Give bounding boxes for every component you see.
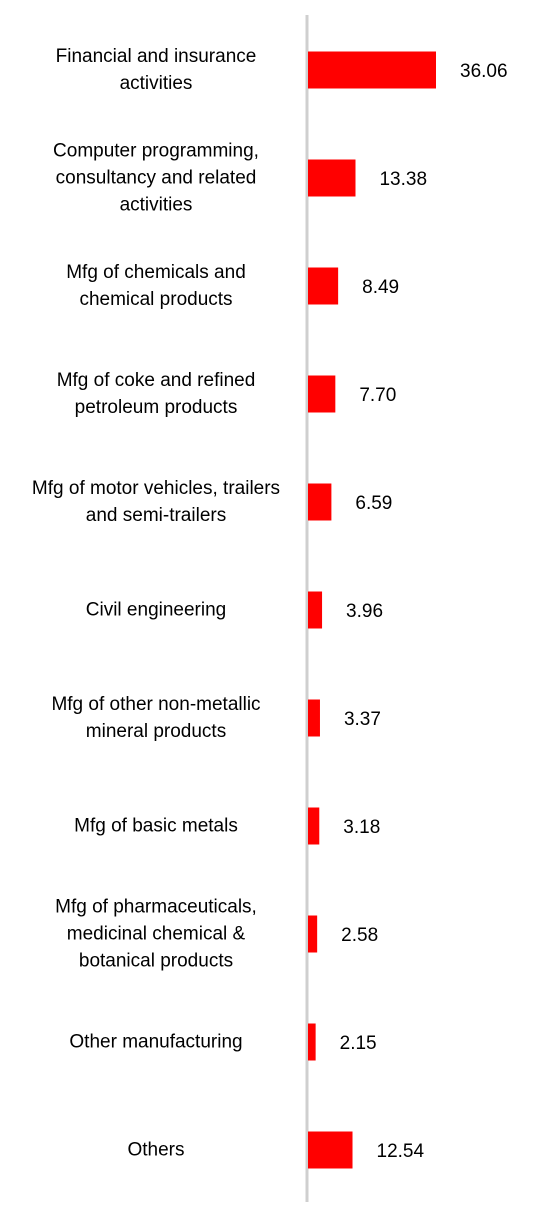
category-label: Others (127, 1139, 185, 1161)
category-label: Mfg of chemicals and chemical products (66, 262, 246, 310)
value-label: 8.49 (362, 277, 399, 298)
value-label: 7.70 (359, 385, 396, 406)
value-label: 36.06 (460, 61, 508, 82)
value-label: 3.18 (343, 817, 380, 838)
value-label: 2.15 (340, 1033, 377, 1054)
category-label: Other manufacturing (69, 1031, 243, 1053)
bar (308, 375, 336, 413)
category-label: Mfg of coke and refined petroleum produc… (56, 370, 256, 418)
value-label: 3.37 (344, 709, 381, 730)
category-label: Mfg of other non-metallic mineral produc… (51, 694, 261, 742)
bar (308, 1023, 316, 1061)
value-label: 12.54 (377, 1141, 425, 1162)
category-label: Mfg of pharmaceuticals, medicinal chemic… (55, 896, 257, 972)
bar (308, 915, 318, 953)
category-label: Computer programming, consultancy and re… (53, 140, 259, 216)
bar (308, 807, 320, 845)
bar (308, 267, 339, 305)
bar (308, 699, 320, 737)
bar (308, 51, 436, 89)
value-label: 3.96 (346, 601, 383, 622)
category-label: Mfg of motor vehicles, trailers and semi… (31, 478, 281, 526)
category-label: Financial and insurance activities (55, 46, 257, 94)
bar (308, 159, 356, 197)
category-label: Civil engineering (85, 599, 227, 621)
category-label: Mfg of basic metals (74, 815, 238, 837)
value-label: 13.38 (379, 169, 427, 190)
bar (308, 1131, 353, 1169)
bar (308, 483, 332, 521)
value-label: 6.59 (355, 493, 392, 514)
value-label: 2.58 (341, 925, 378, 946)
bar (308, 591, 323, 629)
